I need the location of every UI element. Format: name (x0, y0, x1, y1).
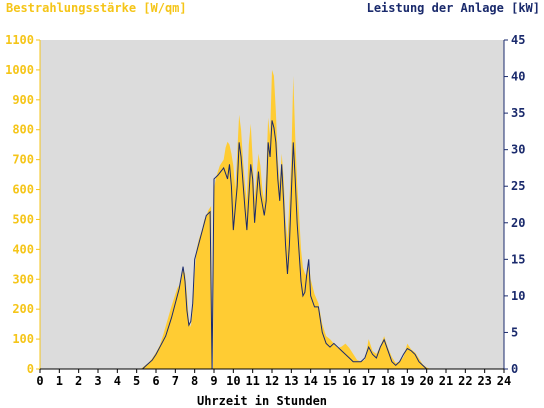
left-tick-label: 200 (12, 302, 34, 316)
right-tick-label: 40 (511, 70, 525, 84)
right-tick-label: 20 (511, 216, 525, 230)
ticks-layer: 0100200300400500600700800900100011000510… (5, 33, 525, 388)
right-tick-label: 35 (511, 106, 525, 120)
right-tick-label: 45 (511, 33, 525, 47)
x-tick-label: 21 (439, 374, 453, 388)
right-tick-label: 5 (511, 325, 518, 339)
left-tick-label: 500 (12, 212, 34, 226)
right-tick-label: 15 (511, 252, 525, 266)
x-tick-label: 13 (284, 374, 298, 388)
x-tick-label: 22 (458, 374, 472, 388)
x-tick-label: 19 (400, 374, 414, 388)
left-tick-label: 0 (27, 362, 34, 376)
left-tick-label: 1100 (5, 33, 34, 47)
x-tick-label: 9 (210, 374, 217, 388)
left-tick-label: 1000 (5, 63, 34, 77)
left-tick-label: 300 (12, 272, 34, 286)
x-tick-label: 15 (323, 374, 337, 388)
series-layer (40, 69, 504, 370)
x-tick-label: 6 (152, 374, 159, 388)
left-tick-label: 600 (12, 183, 34, 197)
x-tick-label: 16 (342, 374, 356, 388)
irradiance-area (40, 69, 504, 369)
left-tick-label: 700 (12, 153, 34, 167)
x-tick-label: 14 (303, 374, 317, 388)
x-tick-label: 4 (114, 374, 121, 388)
right-tick-label: 10 (511, 289, 525, 303)
right-tick-label: 30 (511, 143, 525, 157)
x-tick-label: 11 (245, 374, 259, 388)
x-tick-label: 0 (36, 374, 43, 388)
left-tick-label: 400 (12, 242, 34, 256)
x-tick-label: 7 (172, 374, 179, 388)
right-axis-title: Leistung der Anlage [kW] (367, 1, 540, 15)
left-tick-label: 800 (12, 123, 34, 137)
x-tick-label: 8 (191, 374, 198, 388)
left-axis-title: Bestrahlungsstärke [W/qm] (6, 1, 187, 15)
x-tick-label: 18 (381, 374, 395, 388)
x-tick-label: 17 (361, 374, 375, 388)
x-tick-label: 23 (477, 374, 491, 388)
x-axis-title: Uhrzeit in Stunden (197, 394, 327, 408)
x-tick-label: 24 (497, 374, 511, 388)
power-line (40, 120, 504, 370)
x-tick-label: 12 (265, 374, 279, 388)
x-tick-label: 1 (56, 374, 63, 388)
x-tick-label: 10 (226, 374, 240, 388)
left-tick-label: 900 (12, 93, 34, 107)
x-tick-label: 3 (94, 374, 101, 388)
right-tick-label: 0 (511, 362, 518, 376)
left-tick-label: 100 (12, 332, 34, 346)
x-tick-label: 20 (419, 374, 433, 388)
x-tick-label: 2 (75, 374, 82, 388)
x-tick-label: 5 (133, 374, 140, 388)
right-tick-label: 25 (511, 179, 525, 193)
